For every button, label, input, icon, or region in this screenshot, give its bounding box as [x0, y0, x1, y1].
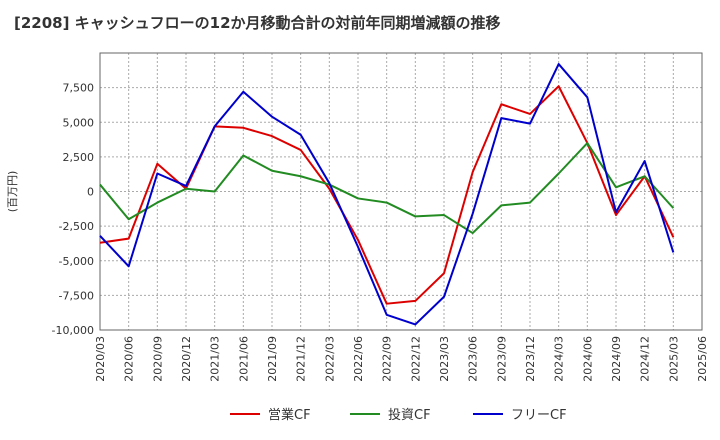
x-tick-label: 2024/09: [610, 336, 623, 382]
x-tick-label: 2020/12: [180, 336, 193, 382]
x-tick-label: 2023/09: [495, 336, 508, 382]
x-tick-label: 2021/06: [237, 336, 250, 382]
chart-title: [2208] キャッシュフローの12か月移動合計の対前年同期増減額の推移: [14, 14, 501, 32]
y-tick-label: -10,000: [52, 324, 94, 337]
x-tick-label: 2022/12: [409, 336, 422, 382]
x-tick-label: 2023/06: [467, 336, 480, 382]
y-tick-label: 0: [87, 186, 94, 199]
y-tick-label: -5,000: [59, 255, 94, 268]
x-tick-label: 2023/03: [438, 336, 451, 382]
x-tick-label: 2022/06: [352, 336, 365, 382]
series-line: [99, 63, 675, 326]
x-tick-label: 2025/06: [696, 336, 709, 382]
x-tick-label: 2020/09: [151, 336, 164, 382]
x-tick-label: 2021/09: [266, 336, 279, 382]
y-tick-label: -2,500: [59, 220, 94, 233]
x-tick-label: 2021/12: [295, 336, 308, 382]
y-tick-label: -7,500: [59, 289, 94, 302]
x-tick-label: 2020/06: [123, 336, 136, 382]
x-tick-label: 2022/09: [381, 336, 394, 382]
x-tick-label: 2021/03: [209, 336, 222, 382]
y-tick-label: 7,500: [63, 82, 95, 95]
series-line: [99, 142, 675, 235]
x-tick-label: 2022/03: [323, 336, 336, 382]
plot-frame: [99, 52, 703, 331]
x-tick-label: 2024/03: [553, 336, 566, 382]
y-tick-label: 5,000: [63, 116, 95, 129]
legend-label: 営業CF: [268, 407, 311, 423]
x-tick-label: 2020/03: [94, 336, 107, 382]
y-tick-label: 2,500: [63, 151, 95, 164]
x-tick-label: 2024/12: [639, 336, 652, 382]
x-tick-label: 2024/06: [581, 336, 594, 382]
legend-label: フリーCF: [511, 408, 567, 423]
x-tick-label: 2023/12: [524, 336, 537, 382]
y-axis-label: (百万円): [6, 171, 19, 213]
x-tick-label: 2025/03: [667, 336, 680, 382]
legend-label: 投資CF: [388, 407, 431, 423]
